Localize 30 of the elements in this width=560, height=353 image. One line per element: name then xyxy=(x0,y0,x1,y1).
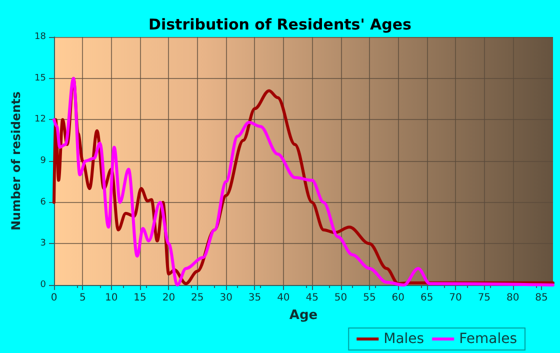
x-tick-label: 80 xyxy=(506,292,520,304)
y-tick-label: 0 xyxy=(40,280,46,290)
legend-label: Males xyxy=(384,331,424,347)
x-axis-title: Age xyxy=(289,308,318,323)
x-tick-label: 35 xyxy=(248,292,262,304)
x-tick-label: 20 xyxy=(162,292,176,304)
y-tick-label: 15 xyxy=(34,73,46,84)
y-tick-label: 9 xyxy=(40,156,46,166)
x-tick-label: 65 xyxy=(420,292,434,304)
x-tick-label: 60 xyxy=(392,292,405,304)
x-tick-label: 5 xyxy=(79,292,86,304)
y-axis-title: Number of residents xyxy=(9,91,23,231)
x-tick-label: 50 xyxy=(334,292,348,304)
y-tick-label: 12 xyxy=(34,114,46,125)
x-tick-label: 40 xyxy=(277,292,290,304)
y-tick-label: 18 xyxy=(34,32,46,42)
y-tick-label: 3 xyxy=(40,238,46,249)
y-tick-label: 6 xyxy=(40,197,46,208)
x-tick-label: 70 xyxy=(449,292,462,304)
x-tick-label: 15 xyxy=(134,292,146,304)
x-tick-label: 55 xyxy=(363,292,376,304)
chart-title: Distribution of Residents' Ages xyxy=(148,16,412,34)
x-tick-label: 10 xyxy=(104,292,118,304)
x-tick-label: 85 xyxy=(535,292,548,304)
x-tick-label: 45 xyxy=(306,292,318,304)
x-tick-label: 25 xyxy=(191,292,204,304)
x-tick-label: 30 xyxy=(220,292,232,304)
legend-label: Females xyxy=(459,331,518,347)
x-tick-label: 75 xyxy=(478,292,491,304)
x-tick-label: 0 xyxy=(50,292,58,304)
